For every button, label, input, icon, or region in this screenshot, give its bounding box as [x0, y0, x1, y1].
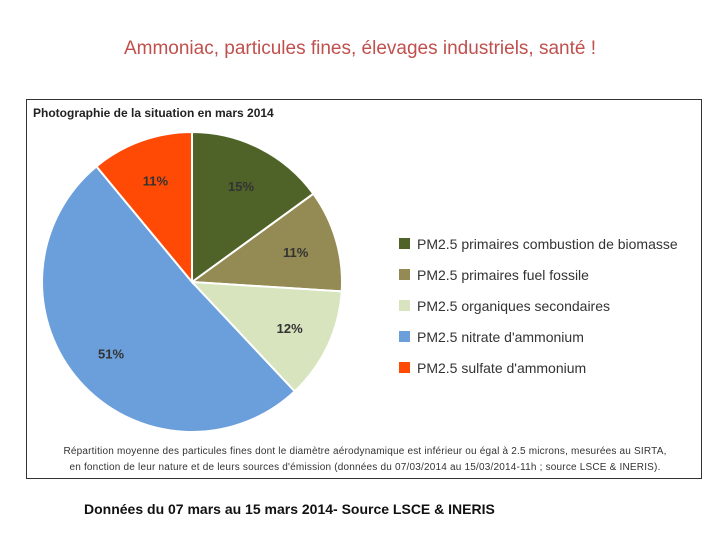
footnote-line-2: en fonction de leur nature et de leurs s… [69, 462, 661, 473]
pie-data-label: 11% [143, 173, 169, 188]
chart-title: Photographie de la situation en mars 201… [33, 106, 274, 120]
chart-figure: 15% 11% 12% 51% 11% Photographie de la situa… [26, 99, 702, 479]
legend-item: PM2.5 nitrate d'ammonium [399, 321, 678, 352]
pie-slice [94, 130, 193, 285]
slide-title: Ammoniac, particules fines, élevages ind… [123, 38, 597, 59]
figure-footnote: Répartition moyenne des particules fines… [27, 444, 703, 476]
legend-swatch [399, 362, 410, 373]
legend-item: PM2.5 organiques secondaires [399, 290, 678, 321]
legend-label: PM2.5 sulfate d'ammonium [417, 359, 587, 376]
pie-data-label: 51% [98, 346, 124, 361]
pie-data-label: 12% [277, 321, 303, 336]
legend-label: PM2.5 nitrate d'ammonium [417, 328, 584, 345]
pie-slice [41, 165, 297, 433]
pie-data-label: 15% [228, 179, 254, 194]
chart-legend: PM2.5 primaires combustion de biomasse PM… [399, 228, 678, 383]
pie-data-label: 11% [283, 245, 309, 260]
legend-swatch [399, 300, 410, 311]
footnote-line-1: Répartition moyenne des particules fines… [63, 446, 667, 457]
legend-item: PM2.5 sulfate d'ammonium [399, 352, 678, 383]
pie-slice [189, 280, 343, 393]
pie-slice [191, 130, 315, 284]
legend-swatch [399, 269, 410, 280]
legend-item: PM2.5 primaires fuel fossile [399, 259, 678, 290]
source-note: Données du 07 mars au 15 mars 2014- Sour… [84, 501, 495, 517]
legend-swatch [399, 238, 410, 249]
pie-slice [189, 192, 343, 293]
pie-chart: 15% 11% 12% 51% 11% [41, 130, 343, 433]
legend-swatch [399, 331, 410, 342]
legend-label: PM2.5 primaires combustion de biomasse [417, 235, 678, 252]
legend-label: PM2.5 primaires fuel fossile [417, 266, 589, 283]
legend-item: PM2.5 primaires combustion de biomasse [399, 228, 678, 259]
legend-label: PM2.5 organiques secondaires [417, 297, 611, 314]
